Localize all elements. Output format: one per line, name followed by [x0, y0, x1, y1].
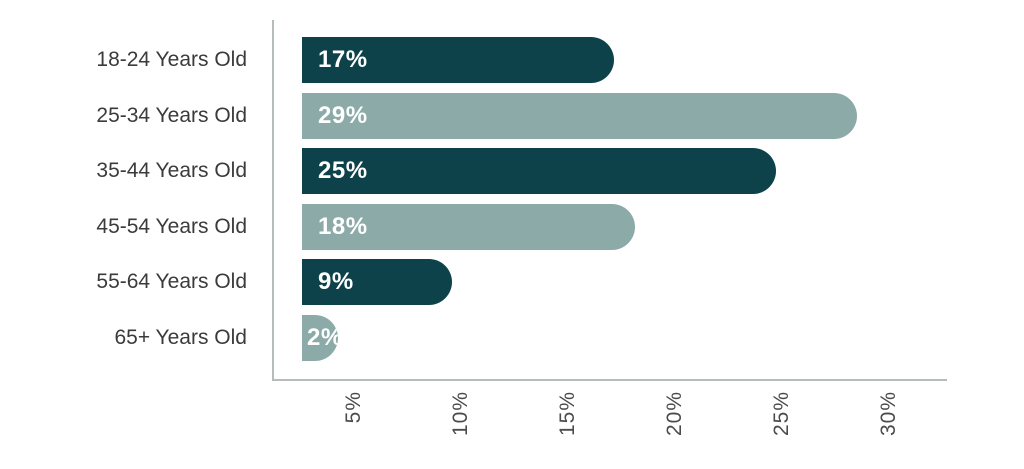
- x-axis-tick-label: 15%: [556, 391, 579, 437]
- category-label: 65+ Years Old: [114, 325, 247, 349]
- category-label: 45-54 Years Old: [96, 214, 247, 238]
- bar-value-label: 25%: [318, 157, 368, 184]
- bar: 25%: [302, 148, 776, 194]
- bar: 9%: [302, 259, 452, 305]
- category-label: 35-44 Years Old: [96, 159, 247, 182]
- bar-value-label: 18%: [318, 212, 368, 240]
- category-label: 55-64 Years Old: [96, 270, 247, 293]
- bar-value-label: 2%: [307, 323, 338, 351]
- x-axis-tick-label: 5%: [342, 391, 365, 424]
- bar: 18%: [302, 203, 635, 250]
- y-axis-line: [272, 20, 274, 381]
- x-axis-tick-label: 20%: [663, 391, 686, 437]
- x-axis-tick-label: 10%: [449, 391, 472, 437]
- category-label: 25-34 Years Old: [96, 103, 247, 127]
- bar-value-label: 29%: [318, 101, 368, 129]
- bar: 17%: [302, 37, 614, 83]
- category-label: 18-24 Years Old: [96, 48, 247, 71]
- x-axis-line: [272, 379, 947, 381]
- bar-value-label: 17%: [318, 46, 368, 73]
- x-axis-tick-label: 30%: [877, 391, 900, 437]
- bar: 2%: [302, 314, 338, 361]
- bar: 29%: [302, 92, 857, 139]
- x-axis-tick-label: 25%: [770, 391, 793, 437]
- bar-value-label: 9%: [318, 268, 354, 295]
